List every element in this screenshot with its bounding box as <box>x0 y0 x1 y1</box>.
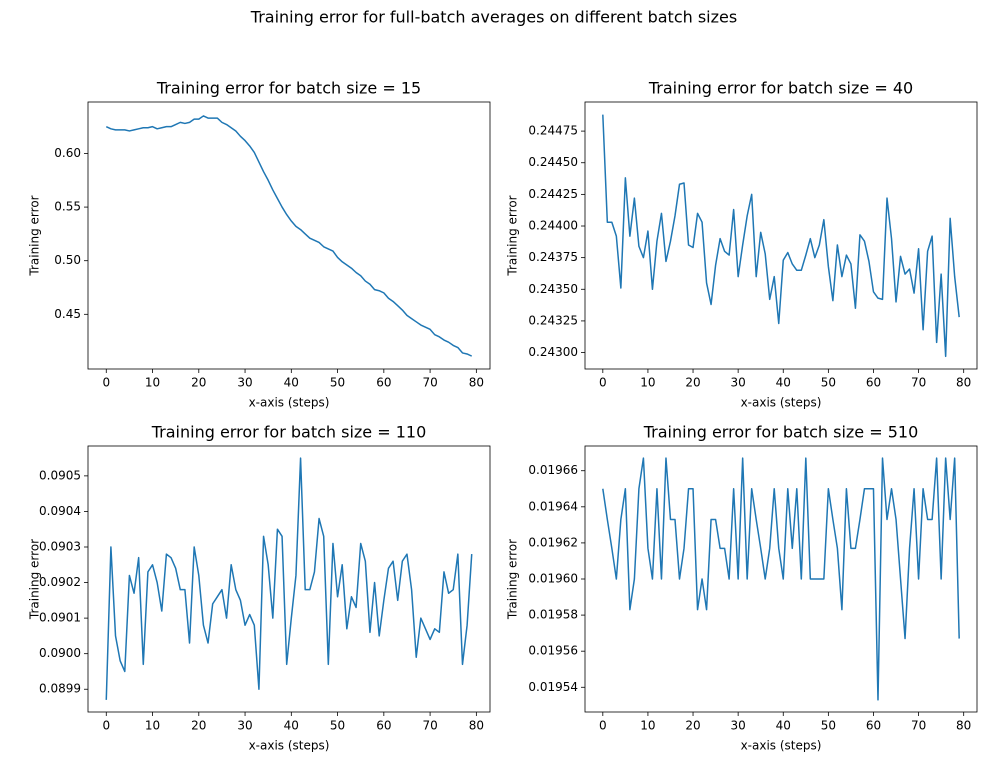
line <box>602 457 960 701</box>
x-axis-label: x-axis (steps) <box>249 739 330 753</box>
y-tick-label: 0.24450 <box>528 155 578 169</box>
axes-frame <box>87 445 491 713</box>
y-tick-label: 0.60 <box>54 146 81 160</box>
line <box>602 114 960 358</box>
x-tick-label: 60 <box>866 719 881 733</box>
x-tick-label: 20 <box>191 376 206 390</box>
y-tick-label: 0.01960 <box>528 572 578 586</box>
y-tick-label: 0.01954 <box>528 680 578 694</box>
x-tick-label: 10 <box>145 376 160 390</box>
x-tick-label: 40 <box>284 719 299 733</box>
x-tick-label: 0 <box>102 719 110 733</box>
x-tick-label: 20 <box>191 719 206 733</box>
y-tick-label: 0.01964 <box>528 499 578 513</box>
axes-frame <box>87 101 491 370</box>
x-tick-label: 0 <box>599 719 607 733</box>
x-tick-label: 10 <box>640 719 655 733</box>
y-tick-label: 0.0900 <box>39 646 81 660</box>
x-tick-label: 20 <box>685 719 700 733</box>
x-axis-label: x-axis (steps) <box>741 739 822 753</box>
x-tick-label: 80 <box>469 376 484 390</box>
x-tick-label: 10 <box>640 376 655 390</box>
x-tick-label: 80 <box>956 719 971 733</box>
y-axis-label: Training error <box>28 195 42 276</box>
y-tick-label: 0.24300 <box>528 345 578 359</box>
y-tick-label: 0.01958 <box>528 608 578 622</box>
x-tick-label: 70 <box>422 376 437 390</box>
x-tick-label: 60 <box>376 376 391 390</box>
y-tick-label: 0.24425 <box>528 187 578 201</box>
y-axis-label: Training error <box>28 539 42 620</box>
y-tick-label: 0.0899 <box>39 682 81 696</box>
y-tick-label: 0.01956 <box>528 644 578 658</box>
x-tick-label: 70 <box>911 719 926 733</box>
x-tick-label: 0 <box>599 376 607 390</box>
figure-title: Training error for full-batch averages o… <box>250 8 737 27</box>
x-tick-label: 40 <box>776 719 791 733</box>
x-tick-label: 40 <box>776 376 791 390</box>
y-tick-label: 0.45 <box>54 307 81 321</box>
y-tick-label: 0.24475 <box>528 124 578 138</box>
y-tick-label: 0.50 <box>54 253 81 267</box>
subplot-title: Training error for batch size = 15 <box>156 79 421 98</box>
x-tick-label: 70 <box>422 719 437 733</box>
axes-frame <box>584 101 978 370</box>
x-tick-label: 50 <box>330 376 345 390</box>
x-tick-label: 30 <box>237 376 252 390</box>
x-tick-label: 30 <box>731 719 746 733</box>
x-tick-label: 60 <box>866 376 881 390</box>
y-axis-label: Training error <box>506 539 520 620</box>
axes-frame <box>584 445 978 713</box>
y-tick-label: 0.0905 <box>39 468 81 482</box>
x-axis-label: x-axis (steps) <box>249 396 330 410</box>
x-tick-label: 80 <box>469 719 484 733</box>
x-tick-label: 70 <box>911 376 926 390</box>
x-tick-label: 60 <box>376 719 391 733</box>
x-tick-label: 40 <box>284 376 299 390</box>
y-axis-label: Training error <box>506 195 520 276</box>
x-tick-label: 0 <box>102 376 110 390</box>
x-tick-label: 50 <box>821 719 836 733</box>
x-tick-label: 30 <box>731 376 746 390</box>
y-tick-label: 0.24325 <box>528 313 578 327</box>
line <box>105 457 473 700</box>
y-tick-label: 0.01966 <box>528 463 578 477</box>
y-tick-label: 0.0903 <box>39 539 81 553</box>
x-tick-label: 20 <box>685 376 700 390</box>
x-tick-label: 80 <box>956 376 971 390</box>
line <box>105 115 473 357</box>
y-tick-label: 0.0904 <box>39 504 81 518</box>
x-tick-label: 30 <box>237 719 252 733</box>
x-tick-label: 50 <box>330 719 345 733</box>
y-tick-label: 0.24400 <box>528 219 578 233</box>
y-tick-label: 0.0902 <box>39 575 81 589</box>
x-tick-label: 10 <box>145 719 160 733</box>
y-tick-label: 0.01962 <box>528 535 578 549</box>
y-tick-label: 0.0901 <box>39 611 81 625</box>
subplot-title: Training error for batch size = 510 <box>643 423 919 442</box>
subplot-title: Training error for batch size = 40 <box>648 79 913 98</box>
x-tick-label: 50 <box>821 376 836 390</box>
subplot-title: Training error for batch size = 110 <box>151 423 427 442</box>
y-tick-label: 0.24350 <box>528 282 578 296</box>
y-tick-label: 0.55 <box>54 200 81 214</box>
x-axis-label: x-axis (steps) <box>741 396 822 410</box>
y-tick-label: 0.24375 <box>528 250 578 264</box>
